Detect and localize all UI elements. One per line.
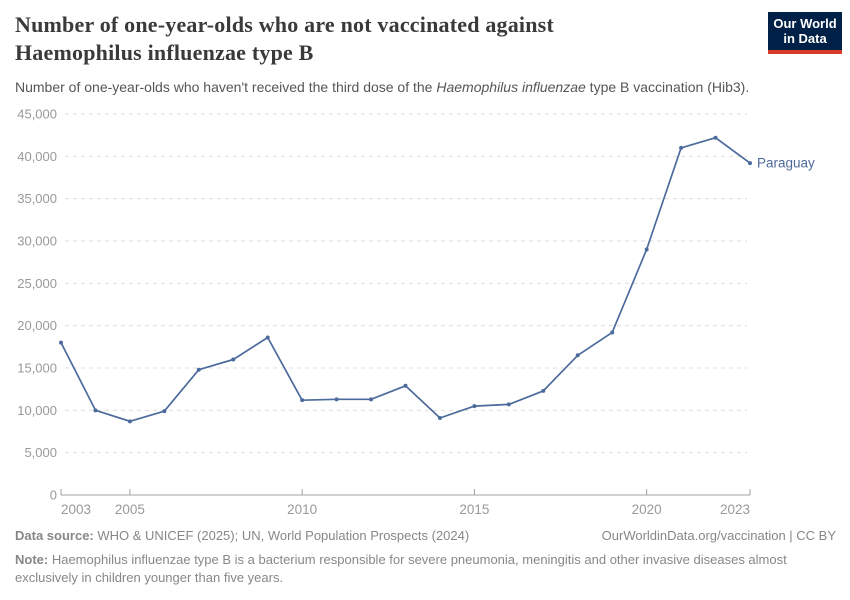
data-source-label: Data source: <box>15 528 94 543</box>
y-axis-tick-label: 0 <box>50 488 57 503</box>
y-axis-tick-label: 15,000 <box>17 361 57 376</box>
subtitle-prefix: Number of one-year-olds who haven't rece… <box>15 79 437 95</box>
series-end-label: Paraguay <box>757 156 815 171</box>
x-axis-tick-label: 2020 <box>632 502 662 517</box>
logo-line-2: in Data <box>783 31 827 46</box>
title-line-2: Haemophilus influenzae type B <box>15 40 314 65</box>
owid-url-link[interactable]: OurWorldinData.org/vaccination | CC BY <box>601 528 836 543</box>
data-point <box>127 419 132 424</box>
chart-subtitle: Number of one-year-olds who haven't rece… <box>15 79 749 95</box>
owid-logo: Our World in Data <box>768 12 842 54</box>
data-point <box>713 135 718 140</box>
subtitle-italic: Haemophilus influenzae <box>436 79 586 95</box>
data-point <box>59 340 63 345</box>
x-axis-tick-label: 2023 <box>720 502 750 517</box>
data-source-value: WHO & UNICEF (2025); UN, World Populatio… <box>93 528 470 543</box>
y-axis-tick-label: 30,000 <box>17 234 57 249</box>
y-axis-tick-label: 35,000 <box>17 191 57 206</box>
y-axis-tick-label: 20,000 <box>17 318 57 333</box>
x-axis-tick-label: 2005 <box>115 502 145 517</box>
data-point <box>162 409 167 414</box>
footer-sources-row: Data source: WHO & UNICEF (2025); UN, Wo… <box>15 528 836 543</box>
data-point <box>748 161 752 166</box>
y-axis-tick-label: 40,000 <box>17 149 57 164</box>
data-point <box>231 357 236 362</box>
data-point <box>369 397 374 402</box>
logo-line-1: Our World <box>773 16 837 31</box>
page-title: Number of one-year-olds who are not vacc… <box>15 11 554 67</box>
y-axis-tick-label: 25,000 <box>17 276 57 291</box>
data-point <box>300 398 305 403</box>
x-axis-tick-label: 2015 <box>459 502 489 517</box>
data-point <box>265 335 270 340</box>
note-text: Haemophilus influenzae type B is a bacte… <box>15 552 787 585</box>
data-point <box>506 402 511 407</box>
title-line-1: Number of one-year-olds who are not vacc… <box>15 12 554 37</box>
x-axis-tick-label: 2010 <box>287 502 317 517</box>
data-point <box>403 383 408 388</box>
data-point <box>610 330 615 335</box>
y-axis-tick-label: 5,000 <box>24 445 57 460</box>
data-point <box>334 397 339 402</box>
data-point <box>437 415 442 420</box>
footer-note: Note: Haemophilus influenzae type B is a… <box>15 551 805 587</box>
note-label: Note: <box>15 552 49 567</box>
data-point <box>575 353 580 358</box>
data-point <box>679 145 684 150</box>
y-axis-tick-label: 10,000 <box>17 403 57 418</box>
x-axis-tick-label: 2003 <box>61 502 91 517</box>
subtitle-suffix: type B vaccination (Hib3). <box>585 79 750 95</box>
data-source-text: Data source: WHO & UNICEF (2025); UN, Wo… <box>15 528 469 543</box>
data-point <box>472 404 477 409</box>
data-point <box>93 408 98 413</box>
y-axis-tick-label: 45,000 <box>17 107 57 122</box>
data-point <box>196 367 201 372</box>
line-chart: 0 5,000 10,000 15,000 20,000 25,000 30,000 35,0… <box>17 107 815 518</box>
series-line <box>60 136 751 423</box>
data-point <box>541 388 546 393</box>
data-point <box>644 247 649 252</box>
